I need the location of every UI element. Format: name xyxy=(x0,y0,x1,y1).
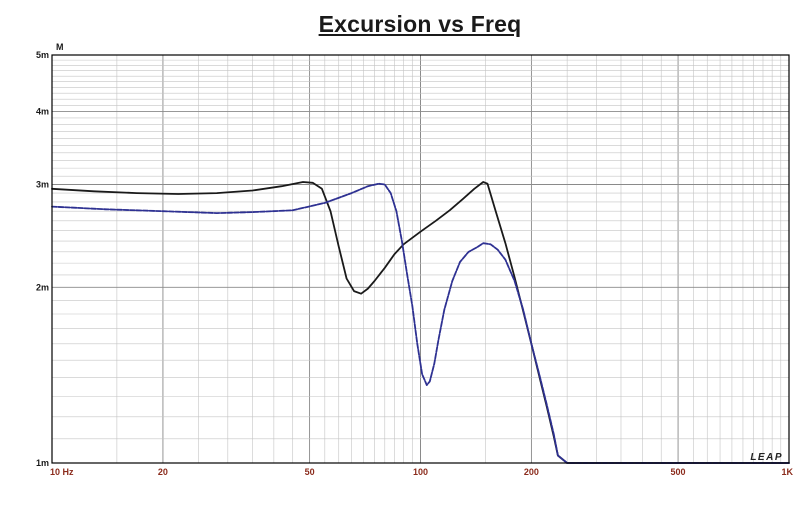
x-tick-label: 50 xyxy=(305,467,315,477)
y-unit-label: M xyxy=(56,42,64,52)
y-tick-label: 2m xyxy=(36,282,49,292)
tick-labels: 10 Hz 20 50 100 200 500 1K 1m 2m 3m 4m 5m xyxy=(36,50,794,477)
x-tick-label: 20 xyxy=(158,467,168,477)
y-tick-label: 4m xyxy=(36,107,49,117)
x-tick-label: 200 xyxy=(524,467,539,477)
leap-watermark: LEAP xyxy=(750,452,783,463)
x-tick-label: 500 xyxy=(671,467,686,477)
grid-lines xyxy=(52,55,789,463)
plot-frame xyxy=(51,54,790,464)
series-lines xyxy=(51,181,790,464)
x-tick-label: 100 xyxy=(413,467,428,477)
y-tick-label: 3m xyxy=(36,179,49,189)
series-line-2 xyxy=(51,182,790,464)
y-tick-label: 5m xyxy=(36,50,49,60)
y-tick-label: 1m xyxy=(36,458,49,468)
x-tick-label: 1K xyxy=(781,467,793,477)
x-tick-label: 10 Hz xyxy=(50,467,74,477)
chart-title: Excursion vs Freq xyxy=(318,11,522,37)
